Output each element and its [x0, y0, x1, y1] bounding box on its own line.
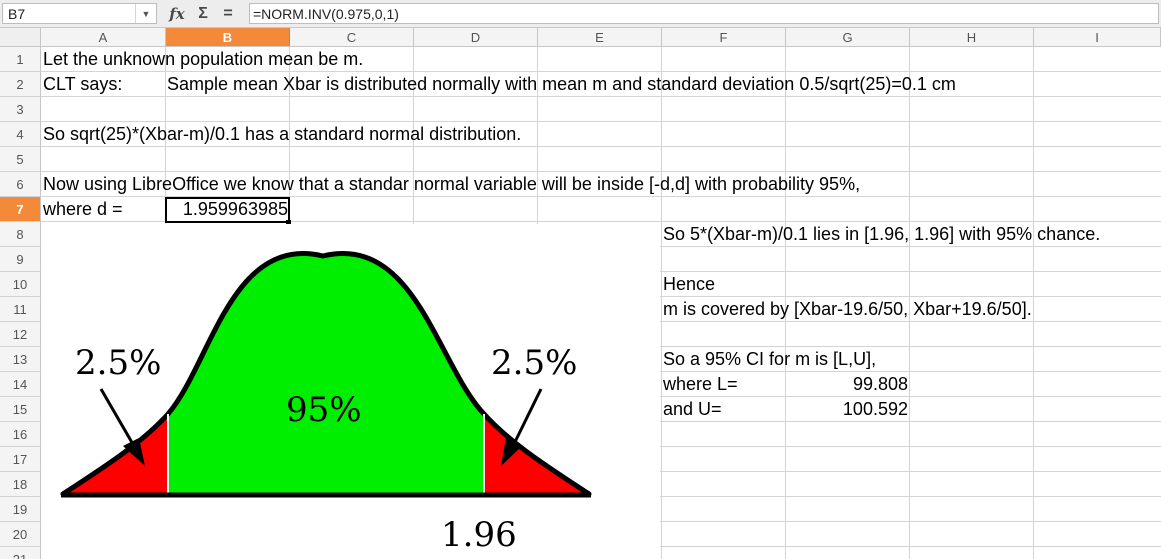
- column-header-f[interactable]: F: [662, 28, 786, 46]
- right-tail-region: [484, 414, 589, 494]
- row-header-7[interactable]: 7: [0, 197, 41, 222]
- select-all-corner[interactable]: [0, 28, 41, 46]
- cell-f8[interactable]: So 5*(Xbar-m)/0.1 lies in [1.96, 1.96] w…: [663, 224, 1101, 244]
- center-label: 95%: [286, 390, 362, 430]
- row-header-6[interactable]: 6: [0, 172, 41, 197]
- row-header-12[interactable]: 12: [0, 322, 41, 347]
- row-header-4[interactable]: 4: [0, 122, 41, 147]
- grid-line: [41, 196, 1161, 197]
- row-header-20[interactable]: 20: [0, 522, 41, 547]
- grid-line: [661, 47, 662, 559]
- formula-equals-icon[interactable]: =: [223, 4, 233, 22]
- fill-handle[interactable]: [286, 220, 291, 225]
- spreadsheet-grid[interactable]: 1 2 3 4 5 6 7 8 9 10 11 12 13 14 15 16 1…: [0, 47, 1161, 559]
- grid-line: [41, 121, 1161, 122]
- sum-icon[interactable]: Σ: [198, 4, 208, 22]
- left-tail-label: 2.5%: [75, 343, 161, 383]
- left-arrow: [99, 388, 136, 447]
- center-region: [168, 253, 484, 494]
- column-header-c[interactable]: C: [290, 28, 414, 46]
- grid-line: [785, 47, 786, 559]
- row-header-18[interactable]: 18: [0, 472, 41, 497]
- column-header-e[interactable]: E: [538, 28, 662, 46]
- grid-line: [41, 96, 1161, 97]
- cell-b7[interactable]: 1.959963985: [182, 199, 288, 219]
- cell-b2[interactable]: Sample mean Xbar is distributed normally…: [167, 74, 956, 94]
- grid-line: [41, 71, 1161, 72]
- row-header-17[interactable]: 17: [0, 447, 41, 472]
- cell-g15[interactable]: 100.592: [842, 399, 908, 419]
- column-header-g[interactable]: G: [786, 28, 910, 46]
- row-header-10[interactable]: 10: [0, 272, 41, 297]
- row-header-5[interactable]: 5: [0, 147, 41, 172]
- chevron-down-icon[interactable]: ▼: [135, 4, 156, 23]
- formula-bar: B7 ▼ fx Σ = =NORM.INV(0.975,0,1): [0, 0, 1161, 28]
- grid-line: [41, 146, 1161, 147]
- row-header-15[interactable]: 15: [0, 397, 41, 422]
- cell-a2[interactable]: CLT says:: [43, 74, 123, 94]
- row-header-13[interactable]: 13: [0, 347, 41, 372]
- column-header-d[interactable]: D: [414, 28, 538, 46]
- cell-a4[interactable]: So sqrt(25)*(Xbar-m)/0.1 has a standard …: [43, 124, 522, 144]
- cell-f11[interactable]: m is covered by [Xbar-19.6/50, Xbar+19.6…: [663, 299, 1032, 319]
- bell-curve-outline: [60, 251, 592, 497]
- left-tail-region: [63, 414, 168, 494]
- row-header-14[interactable]: 14: [0, 372, 41, 397]
- cell-f14[interactable]: where L=: [663, 374, 738, 394]
- right-arrowhead: [501, 438, 522, 466]
- formula-text: =NORM.INV(0.975,0,1): [253, 6, 399, 22]
- column-header-a[interactable]: A: [41, 28, 166, 46]
- left-arrowhead: [123, 438, 145, 466]
- cell-a6[interactable]: Now using LibreOffice we know that a sta…: [43, 174, 861, 194]
- name-box[interactable]: B7 ▼: [2, 3, 157, 24]
- cell-f15[interactable]: and U=: [663, 399, 722, 419]
- column-header-b[interactable]: B: [166, 28, 290, 46]
- row-header-3[interactable]: 3: [0, 97, 41, 122]
- grid-line: [909, 47, 910, 559]
- row-header-8[interactable]: 8: [0, 222, 41, 247]
- normal-distribution-image[interactable]: 2.5% 2.5% 95% 1.96: [41, 224, 660, 559]
- right-tail-label: 2.5%: [491, 343, 577, 383]
- grid-line: [41, 171, 1161, 172]
- row-header-19[interactable]: 19: [0, 497, 41, 522]
- selected-cell-b7[interactable]: [165, 197, 290, 223]
- row-header-16[interactable]: 16: [0, 422, 41, 447]
- row-header-2[interactable]: 2: [0, 72, 41, 97]
- grid-line: [1033, 47, 1034, 559]
- cell-f13[interactable]: So a 95% CI for m is [L,U],: [663, 349, 877, 369]
- function-wizard-icon[interactable]: fx: [169, 4, 185, 23]
- grid-line: [41, 221, 1161, 222]
- row-header-11[interactable]: 11: [0, 297, 41, 322]
- name-box-value: B7: [8, 6, 26, 22]
- cell-a1[interactable]: Let the unknown population mean be m.: [43, 49, 364, 69]
- normal-curve-svg: 2.5% 2.5% 95% 1.96: [60, 251, 592, 555]
- row-header-9[interactable]: 9: [0, 247, 41, 272]
- column-header-row: A B C D E F G H I: [0, 28, 1161, 47]
- cell-g14[interactable]: 99.808: [852, 374, 908, 394]
- critical-value-label: 1.96: [441, 515, 517, 555]
- column-header-h[interactable]: H: [910, 28, 1034, 46]
- row-header-1[interactable]: 1: [0, 47, 41, 72]
- right-arrow: [511, 388, 543, 447]
- formula-input[interactable]: =NORM.INV(0.975,0,1): [249, 3, 1159, 24]
- cell-a7[interactable]: where d =: [43, 199, 123, 219]
- row-header-21[interactable]: 21: [0, 547, 41, 559]
- column-header-i[interactable]: I: [1034, 28, 1161, 46]
- cell-f10[interactable]: Hence: [663, 274, 716, 294]
